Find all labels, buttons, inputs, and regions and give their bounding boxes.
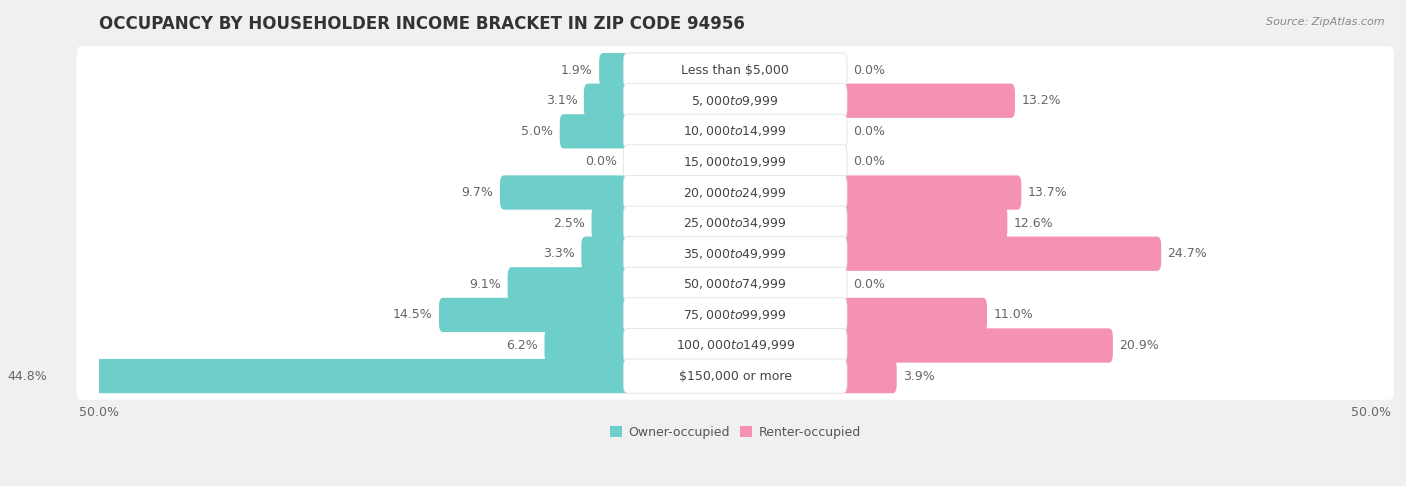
Text: 5.0%: 5.0% bbox=[522, 125, 554, 138]
FancyBboxPatch shape bbox=[839, 206, 1007, 240]
FancyBboxPatch shape bbox=[839, 359, 897, 393]
Text: $150,000 or more: $150,000 or more bbox=[679, 369, 792, 382]
FancyBboxPatch shape bbox=[623, 84, 846, 118]
FancyBboxPatch shape bbox=[623, 145, 846, 179]
FancyBboxPatch shape bbox=[76, 138, 1393, 186]
Text: 0.0%: 0.0% bbox=[853, 125, 886, 138]
Text: 12.6%: 12.6% bbox=[1014, 217, 1053, 229]
FancyBboxPatch shape bbox=[839, 175, 1021, 209]
Text: $20,000 to $24,999: $20,000 to $24,999 bbox=[683, 186, 787, 200]
Text: 11.0%: 11.0% bbox=[994, 309, 1033, 321]
FancyBboxPatch shape bbox=[76, 291, 1393, 339]
Text: 13.2%: 13.2% bbox=[1021, 94, 1062, 107]
Text: $10,000 to $14,999: $10,000 to $14,999 bbox=[683, 124, 787, 139]
FancyBboxPatch shape bbox=[76, 230, 1393, 278]
FancyBboxPatch shape bbox=[560, 114, 631, 148]
Text: Less than $5,000: Less than $5,000 bbox=[682, 64, 789, 77]
FancyBboxPatch shape bbox=[623, 114, 846, 148]
FancyBboxPatch shape bbox=[53, 359, 631, 393]
Text: 2.5%: 2.5% bbox=[554, 217, 585, 229]
FancyBboxPatch shape bbox=[623, 175, 846, 209]
FancyBboxPatch shape bbox=[76, 169, 1393, 216]
FancyBboxPatch shape bbox=[76, 199, 1393, 247]
FancyBboxPatch shape bbox=[623, 267, 846, 301]
FancyBboxPatch shape bbox=[839, 329, 1114, 363]
FancyBboxPatch shape bbox=[76, 47, 1393, 94]
Text: $15,000 to $19,999: $15,000 to $19,999 bbox=[683, 155, 787, 169]
Text: $100,000 to $149,999: $100,000 to $149,999 bbox=[675, 338, 794, 352]
Text: OCCUPANCY BY HOUSEHOLDER INCOME BRACKET IN ZIP CODE 94956: OCCUPANCY BY HOUSEHOLDER INCOME BRACKET … bbox=[100, 15, 745, 33]
FancyBboxPatch shape bbox=[583, 84, 631, 118]
FancyBboxPatch shape bbox=[76, 77, 1393, 124]
Text: 9.7%: 9.7% bbox=[461, 186, 494, 199]
Text: $25,000 to $34,999: $25,000 to $34,999 bbox=[683, 216, 787, 230]
Text: 9.1%: 9.1% bbox=[470, 278, 502, 291]
FancyBboxPatch shape bbox=[76, 322, 1393, 369]
Text: $50,000 to $74,999: $50,000 to $74,999 bbox=[683, 278, 787, 291]
FancyBboxPatch shape bbox=[439, 298, 631, 332]
FancyBboxPatch shape bbox=[623, 359, 846, 393]
Text: 6.2%: 6.2% bbox=[506, 339, 538, 352]
Text: $5,000 to $9,999: $5,000 to $9,999 bbox=[692, 94, 779, 108]
FancyBboxPatch shape bbox=[544, 329, 631, 363]
FancyBboxPatch shape bbox=[839, 298, 987, 332]
FancyBboxPatch shape bbox=[76, 352, 1393, 400]
FancyBboxPatch shape bbox=[623, 206, 846, 240]
FancyBboxPatch shape bbox=[581, 237, 631, 271]
FancyBboxPatch shape bbox=[623, 329, 846, 363]
Text: Source: ZipAtlas.com: Source: ZipAtlas.com bbox=[1267, 17, 1385, 27]
Text: $75,000 to $99,999: $75,000 to $99,999 bbox=[683, 308, 787, 322]
FancyBboxPatch shape bbox=[599, 53, 631, 87]
Text: 1.9%: 1.9% bbox=[561, 64, 593, 77]
Text: 0.0%: 0.0% bbox=[585, 156, 617, 169]
Text: 3.3%: 3.3% bbox=[543, 247, 575, 260]
Text: 0.0%: 0.0% bbox=[853, 278, 886, 291]
Text: $35,000 to $49,999: $35,000 to $49,999 bbox=[683, 247, 787, 260]
Text: 24.7%: 24.7% bbox=[1167, 247, 1208, 260]
Text: 20.9%: 20.9% bbox=[1119, 339, 1159, 352]
Text: 0.0%: 0.0% bbox=[853, 64, 886, 77]
FancyBboxPatch shape bbox=[839, 84, 1015, 118]
Text: 3.1%: 3.1% bbox=[546, 94, 578, 107]
FancyBboxPatch shape bbox=[76, 260, 1393, 308]
FancyBboxPatch shape bbox=[623, 298, 846, 332]
FancyBboxPatch shape bbox=[501, 175, 631, 209]
FancyBboxPatch shape bbox=[623, 53, 846, 87]
Text: 3.9%: 3.9% bbox=[903, 369, 935, 382]
Legend: Owner-occupied, Renter-occupied: Owner-occupied, Renter-occupied bbox=[605, 421, 866, 444]
Text: 0.0%: 0.0% bbox=[853, 156, 886, 169]
Text: 44.8%: 44.8% bbox=[7, 369, 48, 382]
FancyBboxPatch shape bbox=[76, 107, 1393, 155]
FancyBboxPatch shape bbox=[592, 206, 631, 240]
FancyBboxPatch shape bbox=[839, 237, 1161, 271]
Text: 13.7%: 13.7% bbox=[1028, 186, 1067, 199]
FancyBboxPatch shape bbox=[508, 267, 631, 301]
Text: 14.5%: 14.5% bbox=[392, 309, 433, 321]
FancyBboxPatch shape bbox=[623, 237, 846, 271]
